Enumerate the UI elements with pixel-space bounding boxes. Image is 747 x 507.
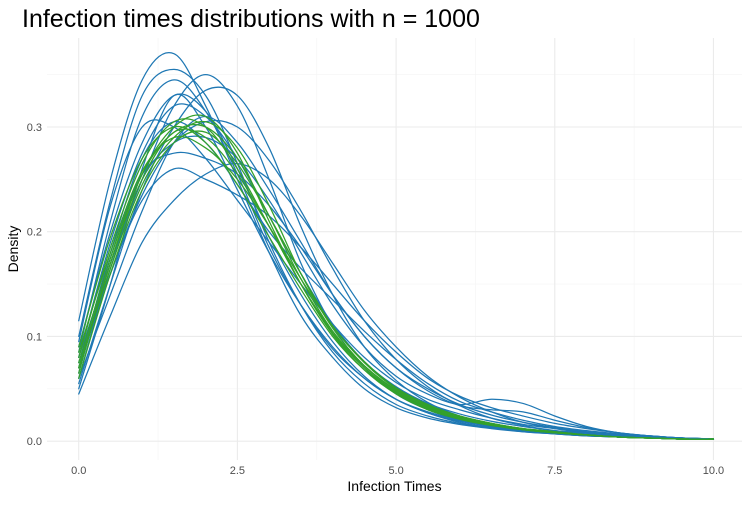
y-tick-label: 0.2	[27, 227, 42, 239]
density-series	[78, 52, 715, 440]
x-tick-label: 0.0	[71, 465, 86, 477]
grid-lines	[47, 38, 742, 460]
y-axis-title: Density	[5, 226, 21, 273]
y-tick-label: 0.3	[27, 122, 42, 134]
x-tick-label: 10.0	[703, 465, 724, 477]
green-density-line	[78, 120, 715, 440]
x-axis-title: Infection Times	[347, 478, 441, 494]
tick-labels: 0.0 2.5 5.0 7.5 10.0 0.0 0.1 0.2 0.3	[27, 122, 724, 477]
x-tick-label: 5.0	[388, 465, 403, 477]
chart-title: Infection times distributions with n = 1…	[22, 5, 480, 33]
x-tick-label: 2.5	[230, 465, 245, 477]
x-tick-label: 7.5	[547, 465, 562, 477]
y-tick-label: 0.1	[27, 331, 42, 343]
y-tick-label: 0.0	[27, 436, 42, 448]
